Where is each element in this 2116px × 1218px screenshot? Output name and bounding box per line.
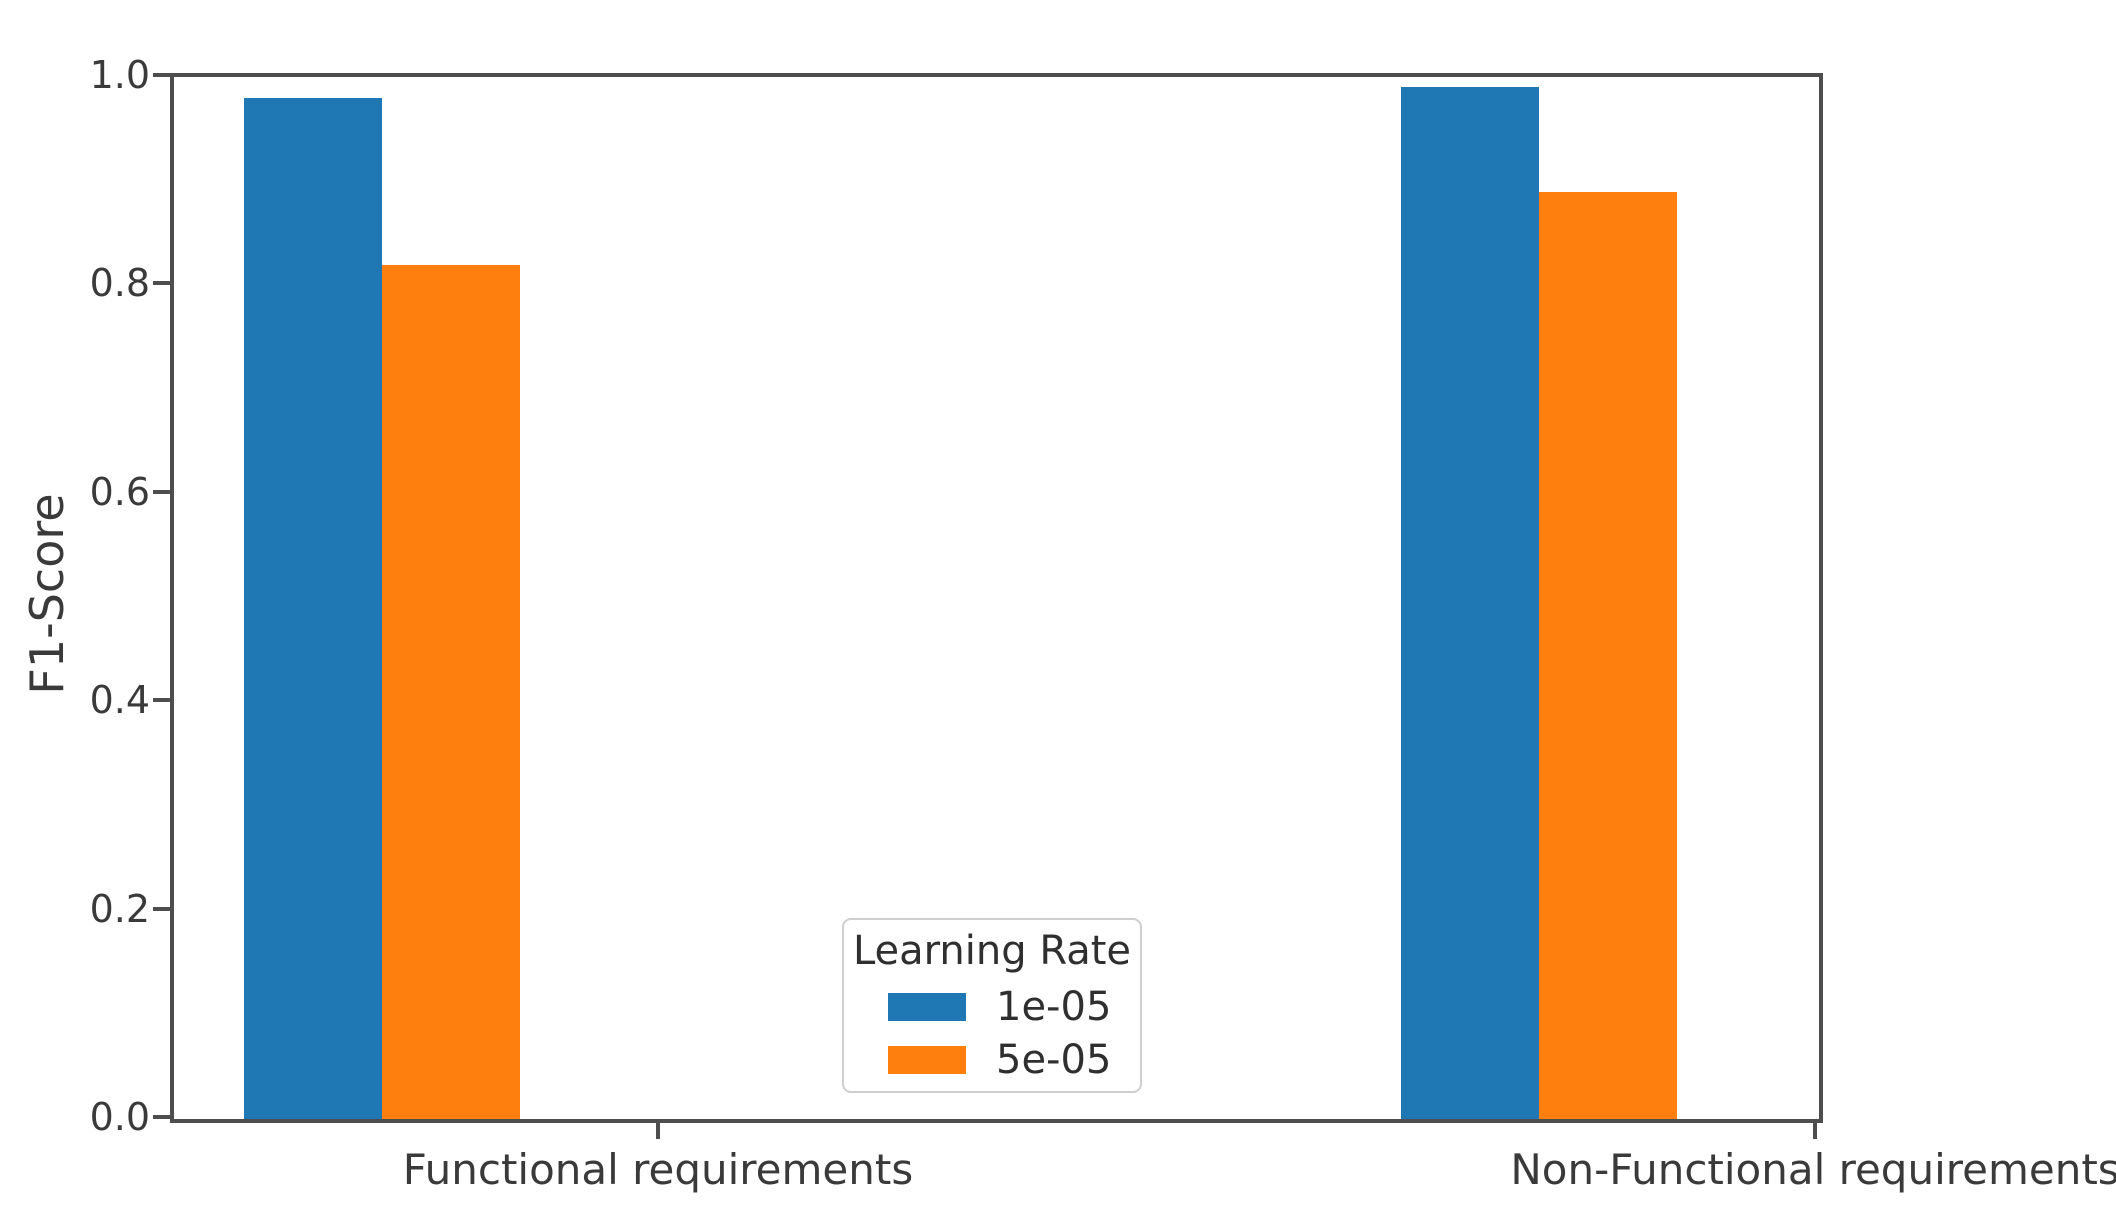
y-tick-mark	[153, 281, 170, 286]
y-tick-label: 1.0	[89, 53, 150, 97]
legend-entry-5e-05: 5e-05	[888, 1038, 1140, 1082]
y-tick-mark	[153, 73, 170, 77]
y-tick-label: 0.4	[89, 678, 150, 723]
legend-swatch-orange	[888, 1046, 966, 1074]
y-tick-mark	[153, 698, 170, 703]
bar-5e-05-category-1	[1539, 192, 1677, 1119]
y-tick-mark	[153, 1115, 170, 1119]
legend-entry-1e-05: 1e-05	[888, 985, 1140, 1029]
legend-title: Learning Rate	[852, 928, 1132, 974]
y-tick-label: 0.2	[89, 886, 150, 931]
legend-label: 5e-05	[996, 1037, 1112, 1083]
bar-1e-05-category-0	[244, 98, 382, 1119]
x-tick-mark	[656, 1123, 660, 1139]
plot-area	[170, 73, 1823, 1123]
bar-5e-05-category-0	[382, 265, 520, 1119]
x-tick-mark	[1813, 1123, 1817, 1139]
legend-swatch-blue	[888, 993, 966, 1021]
x-tick-label: Non-Functional requirements	[1510, 1145, 2116, 1194]
y-tick-label: 0.0	[89, 1095, 150, 1139]
x-tick-label: Functional requirements	[402, 1145, 914, 1194]
y-tick-label: 0.6	[89, 469, 150, 514]
legend: Learning Rate 1e-05 5e-05	[842, 918, 1142, 1093]
y-tick-mark	[153, 489, 170, 494]
y-tick-label: 0.8	[89, 261, 150, 306]
y-axis-label: F1-Score	[20, 493, 74, 695]
bar-1e-05-category-1	[1401, 87, 1539, 1119]
y-tick-mark	[153, 906, 170, 911]
legend-label: 1e-05	[996, 984, 1112, 1030]
